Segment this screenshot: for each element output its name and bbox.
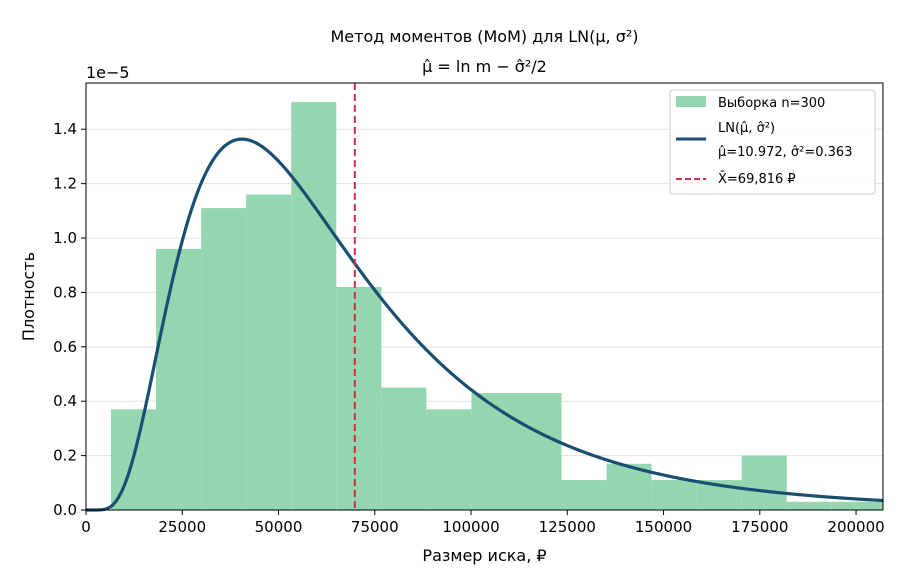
x-tick-label: 200000 <box>827 518 884 536</box>
histogram-bar <box>156 248 202 510</box>
y-tick-label: 1.2 <box>53 175 77 193</box>
legend-hist-swatch <box>676 96 706 107</box>
plot-frame <box>85 82 884 511</box>
y-tick-label: 0.0 <box>53 501 77 519</box>
chart-subtitle: μ̂ = ln m − σ̂²/2 <box>422 57 547 76</box>
legend-pdf-label: LN(μ̂, σ̂²) <box>718 121 775 136</box>
y-tick-label: 0.4 <box>53 392 77 410</box>
y-tick-label: 1.4 <box>53 120 77 138</box>
histogram-bar <box>561 480 607 510</box>
y-tick-label: 1.0 <box>53 229 77 247</box>
histogram-bar <box>381 387 427 510</box>
x-tick-label: 150000 <box>635 518 692 536</box>
histogram-bar <box>651 480 697 510</box>
histogram-bar <box>516 393 562 510</box>
histogram-bar <box>246 194 292 510</box>
histogram-bar <box>741 455 787 510</box>
x-tick-label: 0 <box>81 518 91 536</box>
histogram-bar <box>471 393 517 510</box>
legend-box <box>669 89 876 195</box>
x-tick-label: 75000 <box>351 518 399 536</box>
histogram-bar <box>291 102 337 511</box>
x-axis-label: Размер иска, ₽ <box>422 546 546 565</box>
y-tick-label: 0.2 <box>53 447 77 465</box>
y-tick-label: 0.6 <box>53 338 77 356</box>
y-axis: 0.0 0.2 0.4 0.6 0.8 1.0 1.2 1.4 <box>53 120 86 519</box>
y-axis-label: Плотность <box>19 252 38 341</box>
x-tick-label: 175000 <box>731 518 788 536</box>
y-offset-label: 1e−5 <box>86 63 130 82</box>
pdf-curve <box>86 137 884 512</box>
y-tick-label: 0.8 <box>53 283 77 301</box>
legend: Выборка n=300 LN(μ̂, σ̂²) μ̂=10.972, σ̂²… <box>669 89 876 195</box>
histogram-bar <box>786 501 832 510</box>
legend-mean-label: X̄=69,816 ₽ <box>718 172 796 187</box>
histogram-bar <box>201 208 247 510</box>
histogram-bars <box>111 102 883 511</box>
histogram-bar <box>831 501 883 510</box>
x-tick-label: 50000 <box>255 518 303 536</box>
legend-pdf-params: μ̂=10.972, σ̂²=0.363 <box>718 145 852 160</box>
chart-title: Метод моментов (MoM) для LN(μ, σ²) <box>330 27 638 46</box>
histogram-bar <box>426 409 472 510</box>
x-tick-label: 125000 <box>539 518 596 536</box>
histogram-bar <box>336 286 382 510</box>
x-tick-label: 25000 <box>158 518 206 536</box>
legend-hist-label: Выборка n=300 <box>718 96 825 111</box>
x-axis: 0 25000 50000 75000 100000 125000 150000 175000… <box>81 510 885 536</box>
x-tick-label: 100000 <box>442 518 499 536</box>
